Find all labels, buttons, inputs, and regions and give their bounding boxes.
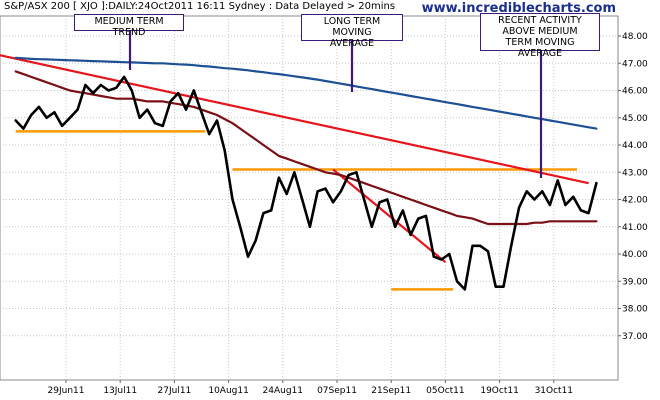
- y-tick-label: 41.00: [622, 223, 648, 233]
- x-tick-label: 10Aug11: [208, 386, 248, 396]
- x-tick-label: 05Oct11: [426, 386, 464, 396]
- y-axis: 37.00 38.00 39.00 40.00 41.00 42.00 43.00 44.00…: [618, 32, 648, 342]
- grid: [0, 16, 618, 380]
- trend-line: [0, 54, 589, 185]
- overlay-lines: [0, 54, 589, 291]
- x-tick-label: 21Sep11: [371, 386, 411, 396]
- trend-line: [332, 168, 447, 264]
- y-tick-label: 44.00: [622, 141, 648, 151]
- annotation-text: RECENT ACTIVITY ABOVE MEDIUM TERM MOVING…: [498, 15, 582, 59]
- medium-term-ma-line: [14, 70, 598, 226]
- chart-header: S&P/ASX 200 [ XJO ]:DAILY:24Oct2011 16:1…: [4, 1, 396, 12]
- annotation-connectors: [128, 31, 543, 178]
- series-lines: [14, 56, 598, 291]
- y-tick-label: 48.00: [622, 32, 648, 42]
- site-watermark: www.incrediblecharts.com: [421, 1, 616, 16]
- y-tick-label: 42.00: [622, 196, 648, 206]
- y-tick-label: 47.00: [622, 59, 648, 69]
- y-tick-label: 45.00: [622, 114, 648, 124]
- x-tick-label: 19Oct11: [480, 386, 518, 396]
- x-tick-label: 07Sep11: [317, 386, 357, 396]
- y-tick-label: 46.00: [622, 87, 648, 97]
- x-tick-label: 29Jun11: [48, 386, 85, 396]
- price-line: [14, 75, 598, 291]
- annotation-long-term-ma: LONG TERM MOVING AVERAGE: [301, 14, 403, 49]
- x-tick-label: 24Aug11: [263, 386, 303, 396]
- annotation-medium-term-trend: MEDIUM TERM TREND: [74, 14, 184, 38]
- annotation-text: LONG TERM MOVING AVERAGE: [323, 16, 381, 49]
- annotation-text: MEDIUM TERM TREND: [94, 16, 164, 38]
- x-axis: 29Jun11 13Jul11 27Jul11 10Aug11 24Aug11 07Sep…: [48, 380, 573, 396]
- y-tick-label: 40.00: [622, 250, 648, 260]
- x-tick-label: 13Jul11: [103, 386, 137, 396]
- y-tick-label: 43.00: [622, 168, 648, 178]
- plot-area: [0, 15, 619, 381]
- y-tick-label: 39.00: [622, 277, 648, 287]
- y-tick-label: 37.00: [622, 332, 648, 342]
- long-term-ma-line: [14, 56, 598, 130]
- annotation-recent-activity: RECENT ACTIVITY ABOVE MEDIUM TERM MOVING…: [480, 13, 600, 59]
- y-tick-label: 38.00: [622, 305, 648, 315]
- x-tick-label: 27Jul11: [158, 386, 192, 396]
- x-tick-label: 31Oct11: [535, 386, 573, 396]
